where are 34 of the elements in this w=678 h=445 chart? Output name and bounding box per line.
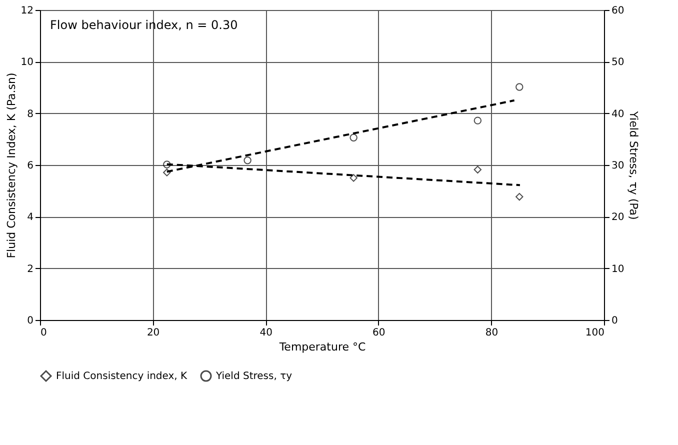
y2-tick-label: 40 [612,108,624,120]
point [163,160,171,168]
point [474,166,482,174]
x-axis-title: Temperature °C [278,340,366,354]
y-tick-label: 2 [27,264,34,275]
point [516,192,524,201]
x-tick-label: 80 [485,328,498,338]
point [163,168,171,176]
point [516,83,524,91]
legend-label: Fluid Consistency index, K [56,371,188,382]
y2-tick-label: 50 [612,57,624,68]
point [350,174,358,182]
x-tick-label: 100 [585,328,604,338]
x-tick-label: 0 [40,328,47,338]
y2-axis-title: Yield Stress, τy (Pa) [627,110,640,220]
y-tick-label: 8 [27,108,34,120]
y-tick-label: 6 [27,160,34,172]
y2-tick-label: 60 [612,6,624,16]
y-tick-label: 12 [20,6,34,16]
y-axis-title: Fluid Consistency Index, K (Pa.sn) [4,72,18,258]
y2-tick-label: 0 [612,316,618,326]
y-tick-label: 10 [20,57,34,68]
y-tick-label: 4 [27,212,34,224]
x-tick-label: 20 [146,328,160,338]
y2-tick-label: 20 [612,212,624,224]
legend-label: Yield Stress, τy [215,371,292,382]
x-tick-label: 40 [260,328,272,338]
point [474,116,482,124]
y-tick-label: 0 [27,316,34,326]
y2-tick-label: 10 [612,264,624,275]
x-tick-label: 60 [372,328,386,338]
point [350,134,358,142]
y2-tick-label: 30 [612,160,624,172]
point [244,156,252,164]
